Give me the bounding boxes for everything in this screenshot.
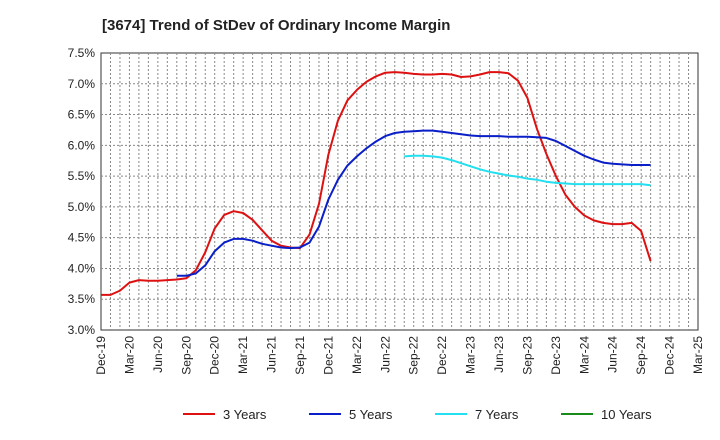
x-tick-label: Dec-20: [208, 336, 222, 375]
x-tick-label: Mar-22: [350, 336, 364, 374]
y-tick-label: 3.0%: [68, 323, 96, 337]
x-tick-label: Mar-20: [122, 336, 136, 374]
y-tick-label: 4.0%: [68, 261, 96, 275]
x-tick-label: Mar-21: [236, 336, 250, 374]
y-tick-label: 5.0%: [68, 200, 96, 214]
x-tick-label: Jun-21: [265, 336, 279, 373]
y-tick-label: 6.0%: [68, 138, 96, 152]
y-tick-label: 5.5%: [68, 169, 96, 183]
x-tick-label: Dec-21: [321, 336, 335, 375]
x-tick-label: Sep-20: [179, 336, 193, 375]
x-tick-label: Jun-20: [151, 336, 165, 373]
x-tick-label: Dec-24: [663, 336, 677, 375]
legend-label-5-years: 5 Years: [349, 407, 393, 422]
y-axis-ticks: 3.0% 3.5% 4.0% 4.5% 5.0% 5.5% 6.0% 6.5% 7.0% 7.5%: [68, 46, 96, 337]
series-line-7-years: [404, 154, 651, 187]
series-line-5-years: [176, 129, 651, 277]
y-tick-label: 4.5%: [68, 231, 96, 245]
gridlines: [101, 53, 698, 330]
x-tick-label: Sep-21: [293, 336, 307, 375]
y-tick-label: 3.5%: [68, 292, 96, 306]
x-tick-label: Jun-23: [492, 336, 506, 373]
plot-area: [100, 52, 699, 331]
x-tick-label: Jun-22: [378, 336, 392, 373]
legend: 3 Years 5 Years 7 Years 10 Years: [183, 407, 652, 422]
x-tick-label: Sep-24: [634, 336, 648, 375]
x-tick-label: Mar-25: [691, 336, 705, 374]
legend-label-10-years: 10 Years: [601, 407, 652, 422]
x-tick-label: Sep-22: [407, 336, 421, 375]
y-tick-label: 6.5%: [68, 108, 96, 122]
x-tick-label: Dec-19: [94, 336, 108, 375]
x-tick-label: Dec-23: [549, 336, 563, 375]
y-tick-label: 7.5%: [68, 46, 96, 60]
x-tick-label: Mar-23: [464, 336, 478, 374]
x-tick-label: Sep-23: [520, 336, 534, 375]
x-tick-label: Jun-24: [606, 336, 620, 373]
legend-label-3-years: 3 Years: [223, 407, 267, 422]
series-lines: [101, 71, 652, 296]
x-tick-label: Mar-24: [577, 336, 591, 374]
chart-title: [3674] Trend of StDev of Ordinary Income…: [102, 17, 450, 34]
legend-label-7-years: 7 Years: [475, 407, 519, 422]
x-axis-ticks: Dec-19 Mar-20 Jun-20 Sep-20 Dec-20 Mar-21 Jun-…: [94, 336, 705, 375]
y-tick-label: 7.0%: [68, 77, 96, 91]
x-tick-label: Dec-22: [435, 336, 449, 375]
